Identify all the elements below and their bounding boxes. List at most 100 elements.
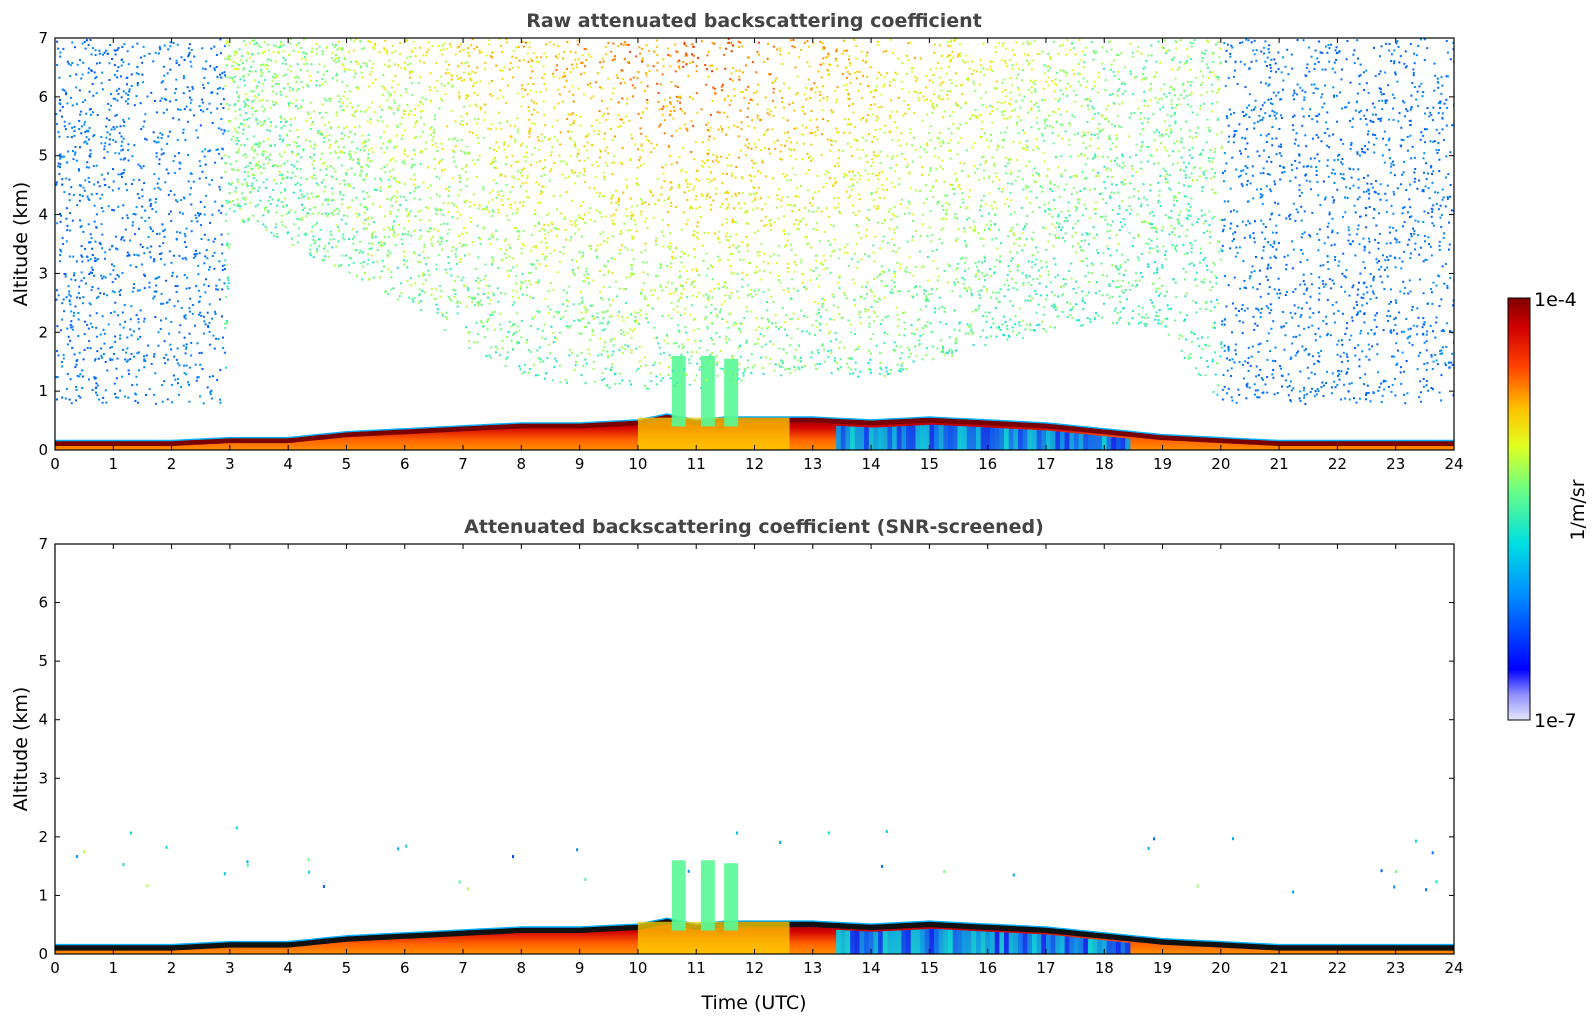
low-cloud-column (1055, 431, 1061, 450)
noise-pixel (1183, 318, 1186, 321)
noise-pixel (1063, 188, 1066, 191)
noise-pixel (942, 217, 945, 220)
noise-pixel (705, 274, 708, 277)
noise-pixel (825, 207, 828, 210)
noise-pixel (1235, 130, 1238, 132)
noise-pixel (325, 168, 328, 171)
noise-pixel (441, 169, 444, 172)
noise-pixel (895, 345, 898, 347)
noise-pixel (811, 157, 814, 160)
noise-pixel (943, 180, 946, 183)
noise-pixel (726, 115, 729, 118)
noise-pixel (1033, 167, 1036, 170)
noise-pixel (334, 170, 337, 173)
noise-pixel (933, 51, 936, 54)
noise-pixel (957, 53, 960, 56)
noise-pixel (1416, 187, 1419, 190)
noise-pixel (795, 263, 798, 266)
noise-pixel (474, 103, 477, 106)
noise-pixel (204, 68, 207, 71)
noise-pixel (1003, 295, 1006, 298)
noise-pixel (1068, 214, 1071, 217)
noise-pixel (457, 194, 460, 197)
noise-pixel (592, 367, 595, 370)
noise-pixel (1421, 189, 1424, 192)
noise-pixel (226, 39, 229, 42)
noise-pixel (1409, 206, 1412, 209)
noise-pixel (319, 228, 322, 231)
noise-pixel (555, 337, 558, 340)
noise-pixel (82, 101, 84, 103)
noise-pixel (881, 184, 884, 186)
noise-pixel (1082, 66, 1085, 69)
noise-pixel (221, 269, 224, 271)
noise-pixel (873, 278, 875, 280)
noise-pixel (143, 120, 146, 123)
noise-pixel (529, 351, 532, 354)
noise-pixel (1217, 384, 1220, 387)
noise-pixel (136, 84, 139, 87)
noise-pixel (619, 82, 622, 85)
noise-pixel (1113, 125, 1116, 128)
noise-pixel (300, 156, 303, 159)
noise-pixel (437, 44, 440, 47)
noise-pixel (1439, 352, 1442, 355)
noise-pixel (1279, 165, 1281, 167)
noise-pixel (1253, 383, 1256, 386)
noise-pixel (1045, 80, 1048, 83)
noise-pixel (1179, 61, 1181, 64)
noise-pixel (114, 392, 117, 395)
noise-pixel (633, 86, 636, 89)
noise-pixel (1092, 169, 1095, 172)
noise-pixel (1422, 157, 1425, 160)
noise-pixel (425, 54, 428, 57)
noise-pixel (1378, 260, 1380, 263)
noise-pixel (1173, 196, 1175, 199)
noise-pixel (1088, 232, 1091, 235)
noise-pixel (910, 324, 913, 327)
noise-pixel (1447, 173, 1450, 176)
noise-pixel (387, 65, 390, 68)
noise-pixel (338, 40, 340, 43)
noise-pixel (349, 156, 352, 158)
noise-pixel (1075, 303, 1078, 306)
noise-pixel (1270, 161, 1273, 163)
noise-pixel (1414, 219, 1417, 222)
noise-pixel (609, 340, 612, 343)
noise-pixel (601, 298, 604, 301)
noise-pixel (1434, 191, 1437, 194)
noise-pixel (1246, 183, 1248, 186)
noise-pixel (830, 223, 833, 226)
noise-pixel (184, 256, 187, 259)
noise-pixel (525, 294, 528, 297)
noise-pixel (1424, 128, 1426, 131)
noise-pixel (848, 104, 851, 107)
noise-pixel (854, 368, 857, 371)
noise-pixel (662, 172, 665, 175)
noise-pixel (680, 353, 683, 356)
noise-pixel (1318, 292, 1321, 295)
noise-pixel (541, 185, 544, 188)
noise-pixel (775, 262, 778, 265)
noise-pixel (239, 78, 242, 81)
noise-pixel (303, 207, 306, 209)
noise-pixel (1155, 315, 1158, 317)
noise-pixel (781, 307, 784, 310)
noise-pixel (596, 316, 599, 319)
noise-pixel (1280, 114, 1282, 117)
noise-pixel (153, 355, 155, 358)
noise-pixel (1385, 199, 1388, 202)
noise-pixel (457, 45, 460, 48)
noise-pixel (591, 315, 594, 317)
noise-pixel (467, 153, 470, 156)
noise-pixel (896, 215, 899, 218)
noise-pixel (550, 221, 553, 224)
noise-pixel (873, 260, 876, 263)
noise-pixel (188, 43, 191, 46)
noise-pixel (817, 70, 820, 73)
noise-pixel (277, 165, 280, 168)
noise-pixel (228, 104, 231, 107)
noise-pixel (1328, 60, 1331, 63)
noise-pixel (1247, 346, 1250, 349)
noise-pixel (1122, 183, 1125, 186)
